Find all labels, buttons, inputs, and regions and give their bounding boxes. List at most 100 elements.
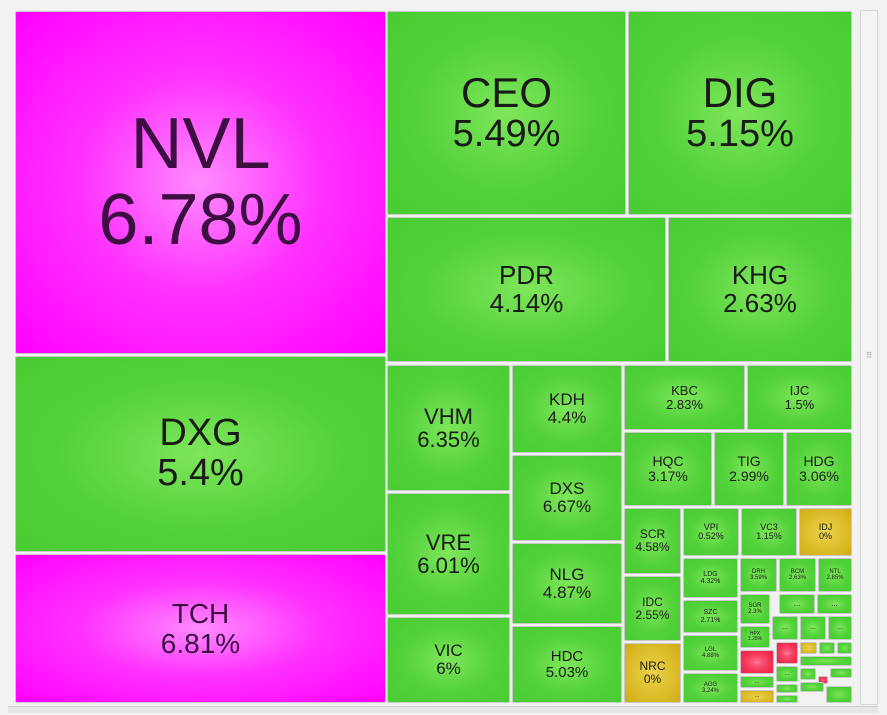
tile-scr[interactable]: SCR 4.58% — [624, 508, 681, 574]
tile-change: 4.4% — [547, 408, 587, 427]
tile-lgl[interactable]: LGL 4.88% — [683, 635, 738, 671]
tile-sgr[interactable]: SGR 2.3% — [740, 594, 770, 624]
tile-small-40[interactable]: ... — [776, 642, 798, 664]
tile-idc[interactable]: IDC 2.55% — [624, 576, 681, 641]
tile-small-44[interactable] — [800, 656, 852, 666]
tile-dxs[interactable]: DXS 6.67% — [512, 455, 622, 541]
tile-change: 2.63% — [788, 575, 806, 581]
tile-symbol: KHG — [731, 260, 789, 291]
tile-symbol: ... — [810, 624, 816, 632]
tile-hdg[interactable]: HDG 3.06% — [786, 432, 852, 506]
tile-small-50[interactable] — [830, 668, 852, 678]
tile-change: 1.15% — [756, 531, 782, 541]
tile-ntl[interactable]: NTL 2.85% — [818, 558, 852, 592]
tile-dxg[interactable]: DXG 5.4% — [15, 356, 386, 552]
tile-hqc[interactable]: HQC 3.17% — [624, 432, 712, 506]
tile-symbol: CEO — [460, 69, 552, 116]
tile-change: 0% — [643, 672, 662, 686]
tile-bcm[interactable]: BCM 2.63% — [779, 558, 816, 592]
tile-change: 3.59% — [749, 575, 767, 581]
tile-szc[interactable]: SZC 2.71% — [683, 600, 738, 633]
tile-symbol: SGR — [748, 602, 762, 609]
tile-symbol: IDC — [642, 594, 663, 609]
tile-symbol: VPI — [703, 521, 719, 532]
tile-hdc[interactable]: HDC 5.03% — [512, 626, 622, 703]
tile-symbol: PDR — [499, 260, 554, 291]
tile-symbol: HPX — [749, 630, 761, 637]
tile-symbol: TIG — [737, 453, 761, 470]
tile-khg[interactable]: KHG 2.63% — [668, 217, 852, 362]
tile-change: 2.85% — [826, 575, 844, 581]
tile-dig[interactable]: DIG 5.15% — [628, 11, 852, 215]
tile-small-34[interactable]: ... — [779, 594, 815, 614]
tile-small-54[interactable] — [826, 686, 852, 703]
tile-idj[interactable]: IDJ 0% — [799, 508, 852, 556]
tile-ceo[interactable]: CEO 5.49% — [387, 11, 626, 215]
tile-change: 0.52% — [698, 531, 724, 541]
tile-ijc[interactable]: IJC 1.5% — [747, 365, 852, 430]
tile-small-46[interactable]: ... — [740, 676, 774, 688]
tile-symbol: NRC — [639, 659, 666, 674]
tile-tig[interactable]: TIG 2.99% — [714, 432, 784, 506]
tile-kdh[interactable]: KDH 4.4% — [512, 365, 622, 453]
tile-small-37[interactable]: ... — [800, 616, 826, 640]
tile-change: 2.99% — [729, 468, 769, 484]
tile-symbol: SZC — [703, 609, 718, 617]
tile-vre[interactable]: VRE 6.01% — [387, 493, 510, 615]
tile-symbol: ... — [784, 649, 790, 656]
tile-change: 1.5% — [784, 396, 815, 412]
tile-agg[interactable]: AGG 3.24% — [683, 673, 738, 703]
tile-ldg[interactable]: LDG 4.32% — [683, 558, 738, 598]
tile-symbol: TCH — [171, 598, 230, 630]
tile-symbol: IDJ — [818, 521, 833, 532]
tile-small-39[interactable]: ... — [740, 650, 774, 674]
tile-symbol: DIG — [702, 69, 778, 116]
tile-symbol: VRE — [425, 529, 472, 555]
tile-change: 4.58% — [635, 540, 670, 554]
tile-small-43[interactable] — [837, 642, 852, 654]
tile-change: 1.28% — [747, 636, 763, 642]
tile-symbol: VHM — [424, 403, 473, 429]
tile-vc3[interactable]: VC3 1.15% — [741, 508, 797, 556]
tile-change: 6.78% — [98, 179, 303, 260]
tile-small-52[interactable] — [776, 695, 798, 703]
tile-change: 3.17% — [648, 468, 688, 484]
tile-symbol: NVL — [130, 103, 271, 184]
tile-drh[interactable]: DRH 3.59% — [740, 558, 777, 592]
tile-vic[interactable]: VIC 6% — [387, 617, 510, 703]
tile-small-48[interactable] — [800, 668, 816, 680]
tile-hpx[interactable]: HPX 1.28% — [740, 626, 770, 648]
tile-change: 4.87% — [542, 582, 592, 602]
tile-small-35[interactable]: ... — [817, 594, 852, 614]
tile-tch[interactable]: TCH 6.81% — [15, 554, 386, 703]
tile-vhm[interactable]: VHM 6.35% — [387, 365, 510, 491]
tile-vpi[interactable]: VPI 0.52% — [683, 508, 739, 556]
tile-small-47[interactable]: ... — [740, 690, 774, 703]
tile-small-45[interactable]: ... — [776, 666, 798, 682]
tile-change: 2.71% — [700, 616, 721, 624]
tile-symbol: ... — [754, 678, 760, 685]
tile-change: 6.35% — [417, 427, 480, 452]
tile-change: 6% — [436, 659, 461, 678]
tile-small-53[interactable] — [800, 682, 824, 692]
tile-small-38[interactable]: ... — [828, 616, 852, 640]
tile-symbol: SCR — [639, 527, 666, 542]
tile-nrc[interactable]: NRC 0% — [624, 643, 681, 703]
scroll-grip-icon[interactable]: ⠿ — [866, 351, 872, 360]
tile-small-51[interactable] — [776, 684, 798, 693]
tile-small-42[interactable] — [819, 642, 835, 654]
tile-symbol: ... — [831, 598, 838, 608]
tile-change: 2.63% — [723, 287, 797, 318]
tile-symbol: NLG — [549, 564, 585, 584]
tile-change: 4.88% — [701, 653, 719, 659]
tile-pdr[interactable]: PDR 4.14% — [387, 217, 666, 362]
vertical-scrollbar[interactable]: ⠿ — [860, 10, 878, 705]
horizontal-scrollbar[interactable] — [8, 706, 878, 713]
tile-nvl[interactable]: NVL 6.78% — [15, 11, 386, 354]
tile-small-41[interactable] — [800, 642, 817, 654]
tile-nlg[interactable]: NLG 4.87% — [512, 543, 622, 624]
tile-symbol: LGL — [704, 646, 717, 653]
tile-kbc[interactable]: KBC 2.83% — [624, 365, 745, 430]
tile-small-36[interactable]: ... — [772, 616, 798, 640]
